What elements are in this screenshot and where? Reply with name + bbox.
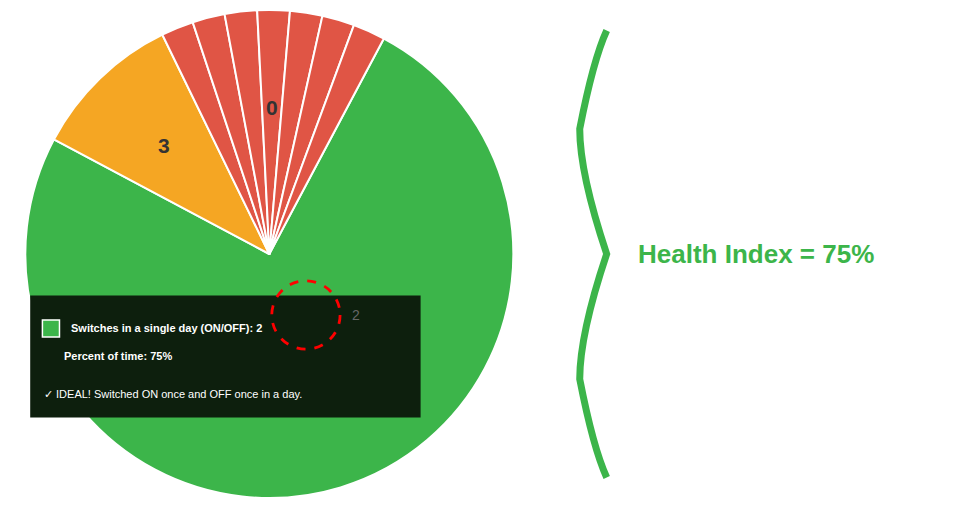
svg-text:Percent of time: 75%: Percent of time: 75% <box>64 350 172 362</box>
svg-text:2: 2 <box>352 307 360 323</box>
svg-text:0: 0 <box>266 96 278 119</box>
svg-text:3: 3 <box>158 134 170 157</box>
svg-text:✓ IDEAL! Switched ON once and: ✓ IDEAL! Switched ON once and OFF once i… <box>44 388 302 400</box>
svg-text:Health Index = 75%: Health Index = 75% <box>638 239 874 269</box>
svg-text:Switches in a single day (ON/O: Switches in a single day (ON/OFF): 2 <box>71 322 262 334</box>
